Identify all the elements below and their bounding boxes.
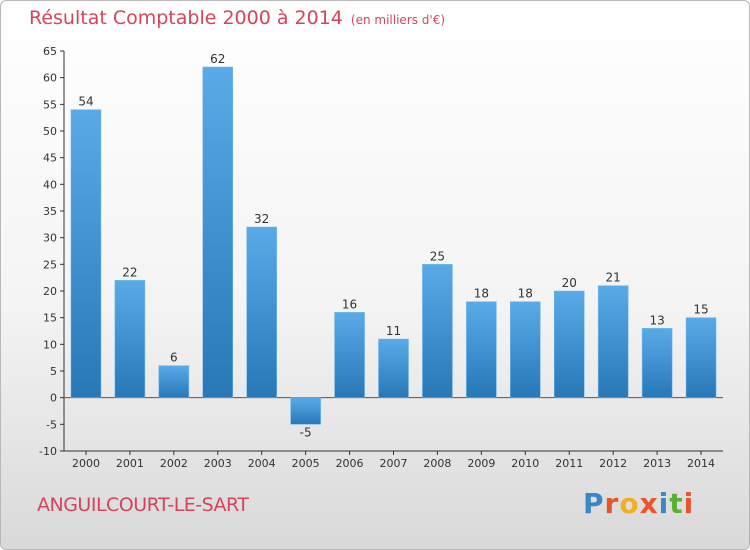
data-label: 15	[693, 303, 708, 317]
y-tick-label: 10	[43, 338, 57, 351]
logo-letter: o	[619, 487, 640, 520]
bar	[553, 290, 585, 398]
data-label: 32	[254, 212, 269, 226]
y-tick-label: 0	[50, 392, 57, 405]
data-label: -5	[300, 425, 312, 439]
y-tick-label: -5	[46, 418, 57, 431]
logo-letter: P	[583, 487, 605, 520]
x-tick-label: 2002	[160, 457, 188, 470]
y-tick-label: 55	[43, 98, 57, 111]
bar	[158, 365, 190, 398]
x-tick-label: 2006	[336, 457, 364, 470]
data-label: 16	[342, 297, 357, 311]
x-tick-label: 2004	[248, 457, 276, 470]
chart-title-text: Résultat Comptable 2000 à 2014	[29, 7, 343, 29]
x-tick-label: 2005	[292, 457, 320, 470]
data-label: 6	[170, 351, 178, 365]
data-label: 22	[122, 265, 137, 279]
logo-letter: r	[604, 487, 620, 520]
bar	[378, 338, 409, 398]
x-tick-label: 2009	[467, 457, 495, 470]
bar	[510, 301, 541, 398]
y-tick-label: 30	[43, 232, 57, 245]
x-tick-label: 2013	[643, 457, 671, 470]
proxiti-logo[interactable]: Proxiti	[583, 487, 694, 520]
y-tick-label: 20	[43, 285, 57, 298]
logo-letter: t	[669, 487, 684, 520]
y-tick-label: 25	[43, 258, 57, 271]
bar	[290, 397, 321, 425]
x-tick-label: 2007	[380, 457, 408, 470]
y-tick-label: 50	[43, 125, 57, 138]
data-label: 20	[562, 276, 577, 290]
x-tick-label: 2011	[555, 457, 583, 470]
data-label: 18	[518, 287, 533, 301]
data-label: 13	[649, 313, 664, 327]
bar	[422, 264, 453, 398]
y-tick-label: 35	[43, 205, 57, 218]
bar	[202, 66, 234, 398]
bar-chart: -10 -5 0 5 10 15 20 25 30 35 40 45 50 55 60 65 54 2000 22 2…	[39, 45, 723, 470]
y-tick-label: 40	[43, 178, 57, 191]
chart-subtitle: (en milliers d'€)	[350, 13, 446, 27]
bar	[114, 280, 146, 398]
logo-letter: i	[658, 487, 670, 520]
x-tick-label: 2000	[72, 457, 100, 470]
x-tick-label: 2012	[599, 457, 627, 470]
x-tick-label: 2014	[687, 457, 715, 470]
y-tick-label: 60	[43, 72, 57, 85]
logo-letter: i	[683, 487, 695, 520]
data-label: 11	[386, 324, 401, 338]
logo-letter: x	[639, 487, 659, 520]
bar	[246, 226, 277, 398]
x-tick-label: 2008	[423, 457, 451, 470]
y-tick-label: 45	[43, 152, 57, 165]
bar	[685, 317, 717, 398]
y-tick-label: 5	[50, 365, 57, 378]
y-tick-label: 15	[43, 312, 57, 325]
bar	[334, 312, 365, 398]
chart-title: Résultat Comptable 2000 à 2014 (en millie…	[29, 7, 445, 29]
data-label: 21	[606, 271, 621, 285]
data-label: 25	[430, 249, 445, 263]
x-tick-label: 2003	[204, 457, 232, 470]
data-label: 18	[474, 287, 489, 301]
data-label: 62	[210, 52, 225, 66]
commune-name: ANGUILCOURT-LE-SART	[37, 494, 249, 516]
bar	[466, 301, 497, 398]
data-label: 54	[78, 95, 93, 109]
bar	[641, 328, 673, 398]
y-tick-label: 65	[43, 45, 57, 58]
x-tick-label: 2010	[511, 457, 539, 470]
bar	[70, 109, 102, 398]
bar	[597, 285, 629, 398]
x-tick-label: 2001	[116, 457, 144, 470]
y-tick-label: -10	[39, 445, 57, 458]
